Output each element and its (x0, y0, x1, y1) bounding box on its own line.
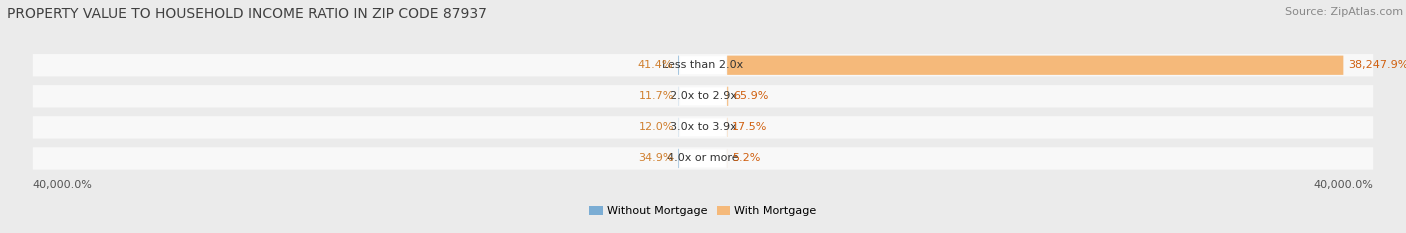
Text: 2.0x to 2.9x: 2.0x to 2.9x (669, 91, 737, 101)
Text: 40,000.0%: 40,000.0% (32, 180, 93, 190)
FancyBboxPatch shape (681, 149, 725, 168)
Text: Less than 2.0x: Less than 2.0x (662, 60, 744, 70)
Text: PROPERTY VALUE TO HOUSEHOLD INCOME RATIO IN ZIP CODE 87937: PROPERTY VALUE TO HOUSEHOLD INCOME RATIO… (7, 7, 486, 21)
FancyBboxPatch shape (32, 85, 1374, 107)
Text: 12.0%: 12.0% (638, 122, 673, 132)
Legend: Without Mortgage, With Mortgage: Without Mortgage, With Mortgage (585, 202, 821, 221)
Text: 5.2%: 5.2% (733, 154, 761, 163)
Text: 40,000.0%: 40,000.0% (1313, 180, 1374, 190)
FancyBboxPatch shape (32, 147, 1374, 170)
Text: 38,247.9%: 38,247.9% (1348, 60, 1406, 70)
FancyBboxPatch shape (681, 87, 725, 105)
Text: 3.0x to 3.9x: 3.0x to 3.9x (669, 122, 737, 132)
Text: Source: ZipAtlas.com: Source: ZipAtlas.com (1285, 7, 1403, 17)
Text: 4.0x or more: 4.0x or more (668, 154, 738, 163)
FancyBboxPatch shape (727, 56, 1343, 75)
Text: 11.7%: 11.7% (638, 91, 673, 101)
FancyBboxPatch shape (32, 54, 1374, 76)
FancyBboxPatch shape (681, 118, 725, 136)
Text: 34.9%: 34.9% (638, 154, 673, 163)
FancyBboxPatch shape (681, 56, 725, 74)
Text: 41.4%: 41.4% (638, 60, 673, 70)
Text: 65.9%: 65.9% (733, 91, 769, 101)
FancyBboxPatch shape (32, 116, 1374, 139)
Text: 17.5%: 17.5% (733, 122, 768, 132)
